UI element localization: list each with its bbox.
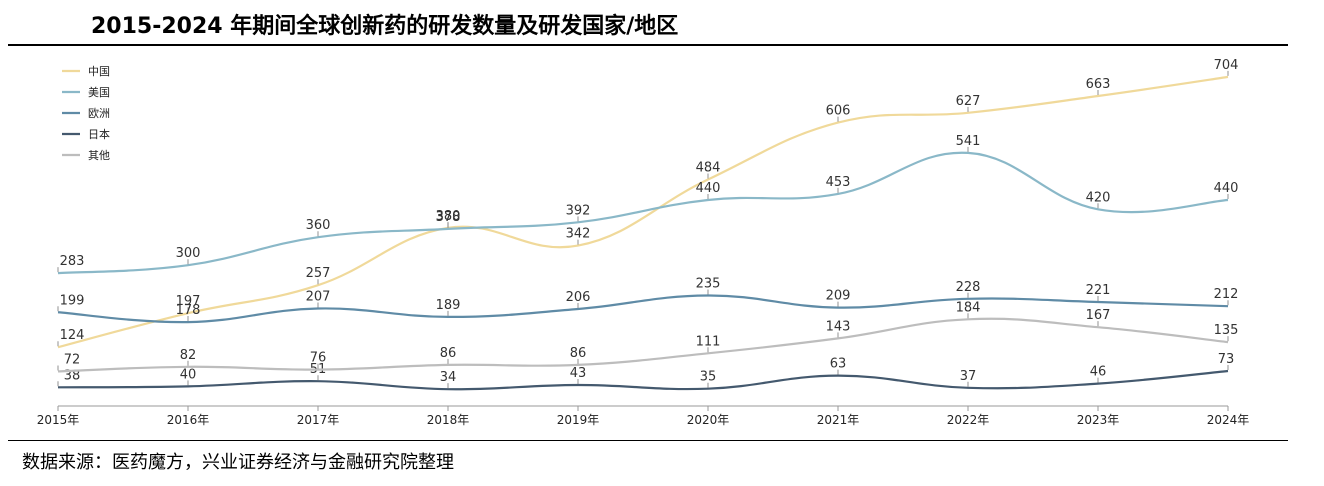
data-label: 606 bbox=[826, 104, 851, 119]
data-label: 235 bbox=[696, 276, 721, 291]
data-label: 221 bbox=[1086, 283, 1111, 298]
legend-label: 日本 bbox=[88, 127, 110, 141]
data-label: 76 bbox=[310, 351, 327, 366]
source-note: 数据来源：医药魔方，兴业证券经济与金融研究院整理 bbox=[22, 452, 454, 473]
legend-label: 其他 bbox=[88, 149, 110, 162]
data-label: 46 bbox=[1090, 365, 1107, 380]
legend-label: 中国 bbox=[88, 65, 110, 78]
data-label: 199 bbox=[60, 293, 85, 308]
data-label: 86 bbox=[570, 346, 587, 361]
x-tick-label: 2021年 bbox=[817, 413, 860, 427]
data-label: 135 bbox=[1214, 323, 1239, 338]
data-label: 86 bbox=[440, 346, 457, 361]
x-tick-label: 2023年 bbox=[1077, 413, 1120, 427]
legend-label: 欧洲 bbox=[88, 107, 110, 120]
data-label: 342 bbox=[566, 227, 591, 242]
data-label: 124 bbox=[60, 328, 85, 343]
data-label: 184 bbox=[956, 300, 981, 315]
data-label: 43 bbox=[570, 366, 587, 381]
series-line bbox=[57, 317, 1229, 373]
data-label: 178 bbox=[176, 303, 201, 318]
x-tick-label: 2020年 bbox=[687, 413, 730, 427]
data-label: 300 bbox=[176, 246, 201, 261]
data-label: 207 bbox=[306, 290, 331, 305]
series-line bbox=[57, 75, 1229, 349]
data-label: 73 bbox=[1218, 352, 1235, 367]
x-tick-label: 2017年 bbox=[297, 413, 340, 427]
data-label: 40 bbox=[180, 367, 197, 382]
x-tick-label: 2015年 bbox=[37, 413, 80, 427]
data-label: 197 bbox=[176, 294, 201, 309]
data-label: 484 bbox=[696, 160, 721, 175]
data-label: 420 bbox=[1086, 190, 1111, 205]
data-label: 72 bbox=[64, 352, 81, 367]
data-label: 167 bbox=[1086, 308, 1111, 323]
bottom-rule bbox=[8, 440, 1288, 441]
top-rule bbox=[8, 44, 1288, 46]
x-tick-label: 2018年 bbox=[427, 413, 470, 427]
data-label: 143 bbox=[826, 319, 851, 334]
series-line bbox=[57, 369, 1229, 391]
data-label: 82 bbox=[180, 348, 197, 363]
data-label: 209 bbox=[826, 289, 851, 304]
x-tick-label: 2022年 bbox=[947, 413, 990, 427]
data-label: 627 bbox=[956, 94, 981, 109]
data-label: 35 bbox=[700, 370, 717, 385]
data-label: 380 bbox=[436, 209, 461, 224]
data-label: 37 bbox=[960, 369, 977, 384]
data-label: 378 bbox=[436, 210, 461, 225]
data-label: 440 bbox=[696, 181, 721, 196]
data-label: 63 bbox=[830, 357, 847, 372]
data-label: 283 bbox=[60, 254, 85, 269]
data-label: 453 bbox=[826, 175, 851, 190]
data-label: 189 bbox=[436, 298, 461, 313]
data-label: 206 bbox=[566, 290, 591, 305]
data-label: 663 bbox=[1086, 77, 1111, 92]
series-line bbox=[57, 294, 1229, 324]
series-line bbox=[57, 151, 1229, 275]
x-tick-label: 2024年 bbox=[1207, 413, 1250, 427]
data-label: 392 bbox=[566, 203, 591, 218]
x-tick-label: 2016年 bbox=[167, 413, 210, 427]
data-label: 212 bbox=[1214, 287, 1239, 302]
legend-label: 美国 bbox=[88, 86, 110, 99]
data-label: 228 bbox=[956, 280, 981, 295]
x-tick-label: 2019年 bbox=[557, 413, 600, 427]
data-label: 34 bbox=[440, 370, 457, 385]
data-label: 541 bbox=[956, 134, 981, 149]
data-label: 440 bbox=[1214, 181, 1239, 196]
chart-title: 2015-2024 年期间全球创新药的研发数量及研发国家/地区 bbox=[91, 14, 679, 39]
data-label: 111 bbox=[696, 334, 721, 349]
data-label: 257 bbox=[306, 266, 331, 281]
data-label: 704 bbox=[1214, 58, 1239, 73]
data-label: 360 bbox=[306, 218, 331, 233]
